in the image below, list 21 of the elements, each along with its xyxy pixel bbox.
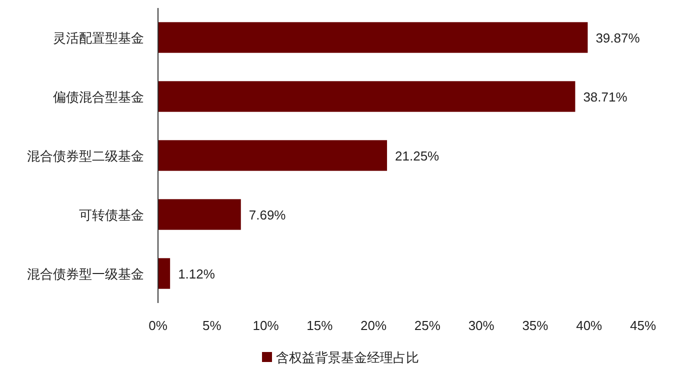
x-tick-label: 20% <box>360 318 387 333</box>
data-label: 21.25% <box>395 148 440 164</box>
data-label: 1.12% <box>178 266 216 282</box>
y-tick-label: 混合债券型二级基金 <box>27 148 144 164</box>
x-tick-label: 10% <box>252 318 280 333</box>
x-tick-label: 25% <box>414 318 441 333</box>
data-label: 38.71% <box>583 90 628 104</box>
x-tick-label: 0% <box>148 318 168 333</box>
data-label: 7.69% <box>248 208 286 222</box>
x-tick-label: 30% <box>468 318 495 333</box>
y-tick-label: 混合债券型一级基金 <box>27 266 144 282</box>
y-tick-label: 灵活配置型基金 <box>53 30 144 46</box>
x-tick-label: 45% <box>630 318 656 333</box>
x-tick-label: 35% <box>522 318 549 333</box>
data-label: 39.87% <box>596 30 640 46</box>
x-tick-label: 40% <box>576 318 603 333</box>
legend-label: 含权益背景基金经理占比 <box>276 350 419 365</box>
y-tick-label: 偏债混合型基金 <box>53 90 144 104</box>
y-tick-label: 可转债基金 <box>79 208 144 222</box>
x-tick-label: 15% <box>306 318 334 333</box>
x-tick-label: 5% <box>202 318 222 333</box>
